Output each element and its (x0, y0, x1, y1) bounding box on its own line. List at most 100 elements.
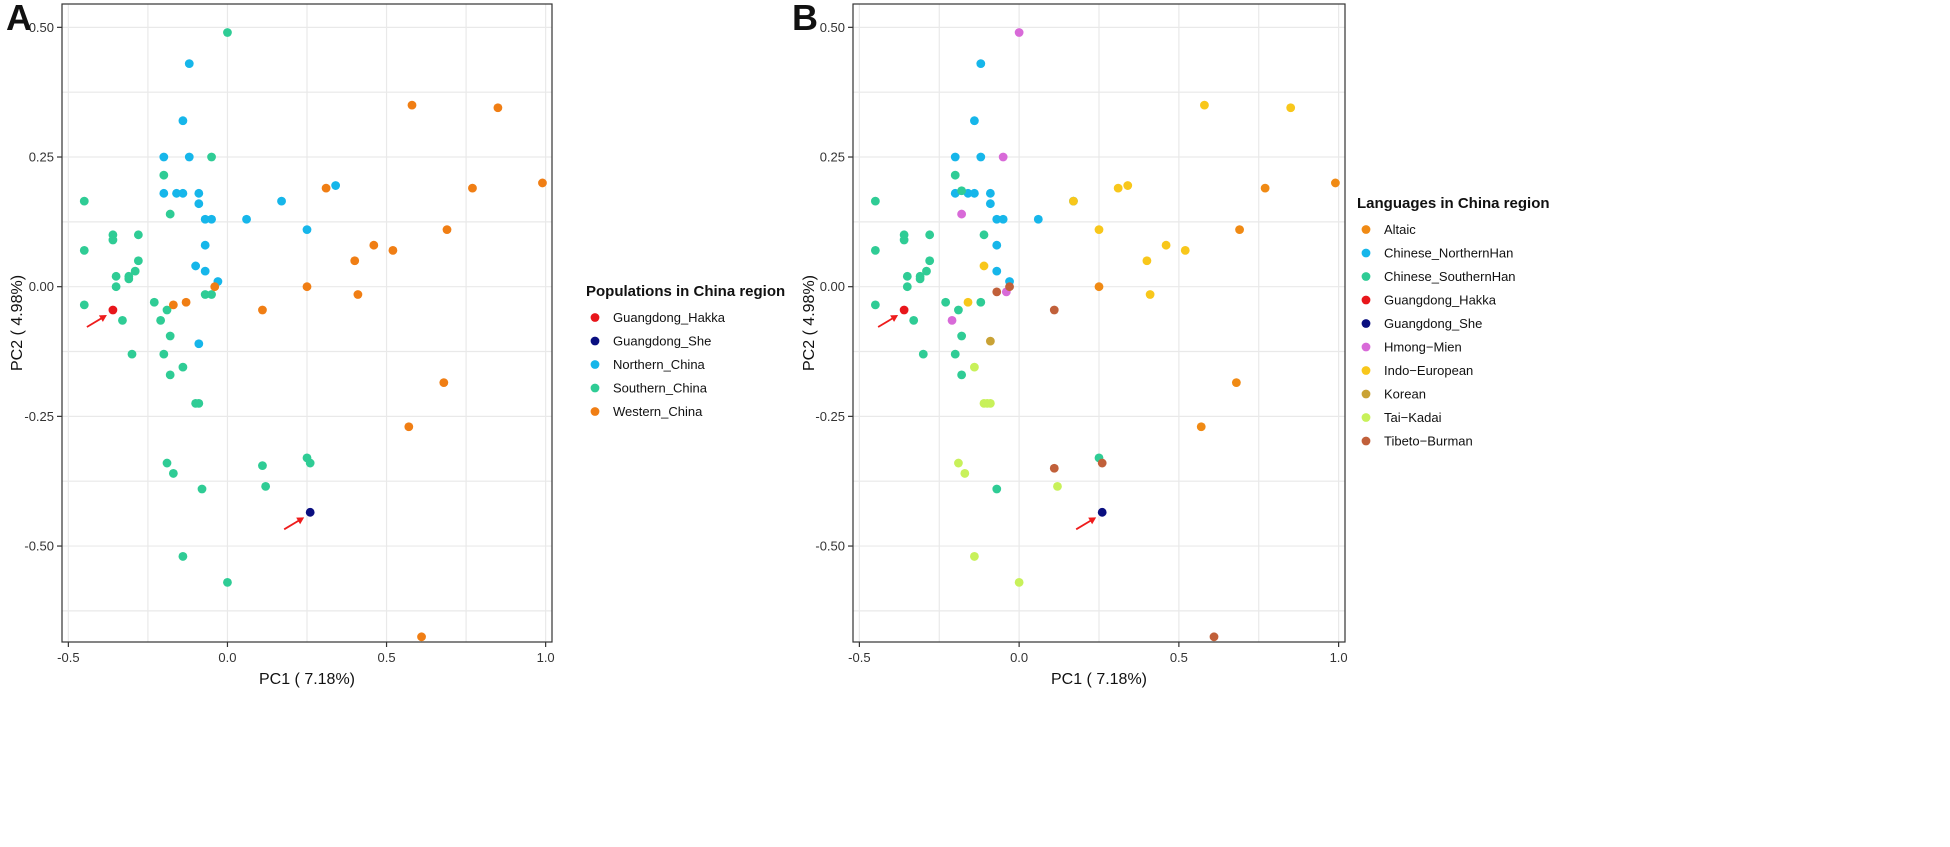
point-tibeto-burman (1049, 463, 1059, 473)
point-hmong-mien (998, 152, 1008, 162)
legend-key-northern-china (590, 360, 600, 369)
point-southern-china (133, 256, 143, 266)
point-northern-china (184, 152, 194, 162)
legend-title: Languages in China region (1357, 195, 1550, 212)
point-tibeto-burman (992, 287, 1002, 297)
point-chinese-southernhan (918, 349, 928, 359)
point-altaic (1094, 282, 1104, 292)
point-northern-china (178, 116, 188, 126)
legend-key-indo-european (1361, 366, 1371, 375)
legend-key-hmong-mien (1361, 342, 1371, 352)
point-guangdong-she (1097, 507, 1107, 517)
plot-frame (61, 3, 553, 643)
y-tick-label: -0.50 (815, 539, 845, 554)
legend-label-altaic: Altaic (1384, 222, 1416, 237)
point-western-china (388, 245, 398, 255)
point-chinese-southernhan (870, 196, 880, 206)
point-southern-china (159, 170, 169, 180)
point-indo-european (1142, 256, 1152, 266)
point-chinese-southernhan (902, 282, 912, 292)
legend-key-chinese-southernhan (1361, 272, 1371, 281)
point-chinese-southernhan (957, 370, 967, 380)
x-tick-label: 1.0 (1330, 650, 1348, 665)
point-altaic (1260, 183, 1270, 193)
point-southern-china (200, 290, 210, 299)
point-chinese-southernhan (925, 230, 935, 240)
point-chinese-southernhan (909, 316, 919, 325)
point-chinese-southernhan (870, 245, 880, 255)
point-southern-china (165, 331, 175, 341)
point-western-china (258, 305, 267, 315)
point-northern-china (178, 188, 188, 198)
y-axis-title: PC2 ( 4.98%) (801, 275, 818, 371)
point-chinese-southernhan (950, 349, 960, 359)
legend-label-northern-china: Northern_China (613, 357, 706, 372)
panel-a: -0.5 0.0 0.5 1.0 0.50 0.25 0.00 -0.25 -0.50 PC1 (… (6, 0, 785, 688)
point-guangdong-she (305, 507, 315, 517)
legend-key-guangdong-hakka (590, 313, 600, 322)
point-chinese-southernhan (957, 331, 967, 341)
y-tick-label: 0.50 (820, 20, 845, 35)
x-tick-label: 1.0 (537, 650, 555, 665)
legend-key-guangdong-she (1361, 319, 1371, 328)
y-tick-label: 0.00 (29, 279, 54, 294)
point-chinese-southernhan (925, 256, 935, 266)
point-southern-china (194, 398, 204, 408)
point-southern-china (111, 282, 121, 292)
point-hmong-mien (957, 209, 967, 219)
point-southern-china (124, 271, 134, 281)
point-tibeto-burman (1005, 282, 1014, 292)
point-chinese-northernhan (998, 214, 1008, 224)
point-guangdong-hakka (899, 305, 909, 315)
arrow-head-guangdong-hakka (98, 315, 107, 322)
point-northern-china (302, 225, 312, 235)
point-chinese-northernhan (976, 59, 986, 69)
point-tai-kadai (970, 552, 979, 561)
point-tai-kadai (985, 398, 995, 408)
point-indo-european (963, 297, 973, 307)
y-axis-title: PC2 ( 4.98%) (9, 275, 26, 371)
point-southern-china (223, 577, 232, 587)
point-western-china (168, 300, 178, 310)
point-southern-china (207, 152, 216, 162)
point-altaic (1331, 178, 1340, 188)
plot-frame (852, 3, 1346, 643)
point-chinese-northernhan (976, 152, 986, 162)
legend-label-chinese-northernhan: Chinese_NorthernHan (1384, 246, 1513, 261)
point-tibeto-burman (1209, 632, 1219, 642)
x-axis-title: PC1 ( 7.18%) (259, 671, 355, 688)
point-southern-china (79, 196, 89, 206)
point-western-china (321, 183, 331, 193)
legend-label-guangdong-she: Guangdong_She (613, 334, 711, 349)
point-indo-european (1113, 183, 1123, 193)
point-northern-china (159, 188, 169, 198)
arrow-head-guangdong-hakka (890, 315, 899, 322)
point-chinese-northernhan (992, 266, 1002, 276)
point-chinese-southernhan (976, 297, 986, 307)
point-indo-european (1180, 245, 1190, 255)
point-southern-china (162, 458, 172, 468)
legend-label-western-china: Western_China (613, 404, 703, 419)
legend-key-tibeto-burman (1361, 436, 1371, 446)
y-tick-label: 0.50 (29, 20, 54, 35)
point-northern-china (194, 199, 204, 209)
point-chinese-southernhan (922, 266, 931, 276)
x-tick-label: 0.0 (1010, 650, 1028, 665)
point-southern-china (305, 458, 315, 468)
point-tibeto-burman (1097, 458, 1107, 468)
x-tick-label: 0.5 (378, 650, 396, 665)
point-korean (985, 336, 995, 346)
legend-label-tibeto-burman: Tibeto−Burman (1384, 434, 1473, 449)
point-indo-european (1161, 240, 1171, 250)
panel-b: -0.5 0.0 0.5 1.0 0.50 0.25 0.00 -0.25 -0.50 PC1 (… (792, 0, 1550, 688)
point-southern-china (261, 481, 271, 491)
point-chinese-southernhan (950, 170, 960, 180)
point-chinese-southernhan (957, 186, 967, 196)
legend-key-guangdong-hakka (1361, 295, 1371, 305)
panel-label: B (792, 0, 818, 38)
point-southern-china (118, 316, 127, 325)
point-southern-china (79, 300, 89, 310)
point-tai-kadai (960, 469, 970, 478)
point-chinese-southernhan (954, 305, 963, 315)
x-axis-title: PC1 ( 7.18%) (1051, 671, 1147, 688)
